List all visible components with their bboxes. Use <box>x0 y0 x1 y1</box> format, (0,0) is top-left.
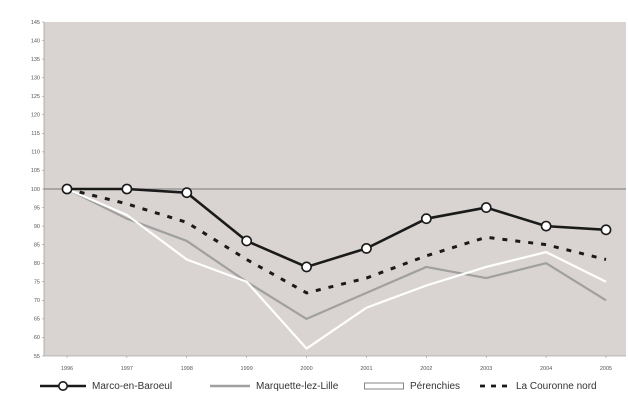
y-tick-label: 105 <box>31 168 40 174</box>
y-tick-label: 115 <box>31 131 40 137</box>
series-line-marquette-lez-lille <box>66 188 607 320</box>
y-tick-label: 135 <box>31 57 40 63</box>
legend-label-perenchies: Pérenchies <box>410 380 461 392</box>
legend: Marco-en-Baroeul Marquette-lez-Lille Pér… <box>0 376 628 396</box>
legend-item-marco-en-baroeul: Marco-en-Baroeul <box>40 376 172 396</box>
y-tick-label: 130 <box>31 75 40 81</box>
y-tick-label: 70 <box>34 298 40 304</box>
data-point-marco-en-baroeul <box>420 213 432 225</box>
x-tick-label: 2003 <box>480 366 492 372</box>
x-tick-label: 1997 <box>121 366 133 372</box>
y-tick-label: 90 <box>34 224 40 230</box>
y-tick-label: 140 <box>31 38 40 44</box>
legend-label-la-couronne-nord: La Couronne nord <box>516 380 597 392</box>
x-tick-label: 2004 <box>540 366 552 372</box>
x-tick-label: 2000 <box>300 366 312 372</box>
series-line-la-couronne-nord <box>66 187 607 295</box>
series-line-perenchies <box>66 187 607 350</box>
legend-swatch-marco-en-baroeul <box>40 381 86 391</box>
y-tick-label: 95 <box>34 205 40 211</box>
y-tick-label: 120 <box>31 113 40 119</box>
y-tick-label: 85 <box>34 242 40 248</box>
y-tick-label: 125 <box>31 94 40 100</box>
x-tick-label: 2005 <box>600 366 612 372</box>
y-tick-label: 100 <box>31 187 40 193</box>
x-tick-label: 2002 <box>420 366 432 372</box>
y-axis: 55 60 65 70 75 80 85 90 95 100 105 110 115 120 125 130 1… <box>31 20 45 360</box>
series-layer <box>61 183 612 350</box>
x-axis: 1996 1997 1998 1999 2000 2001 2002 2003 2004 2005 <box>44 355 626 372</box>
data-point-marco-en-baroeul <box>61 183 73 195</box>
legend-label-marco-en-baroeul: Marco-en-Baroeul <box>92 380 173 392</box>
data-point-marco-en-baroeul <box>480 202 492 213</box>
legend-swatch-marquette-lez-lille <box>210 384 250 388</box>
x-tick-label: 2001 <box>360 366 372 372</box>
data-point-marco-en-baroeul <box>301 261 312 273</box>
y-tick-label: 145 <box>31 20 40 26</box>
x-tick-label: 1999 <box>241 366 253 372</box>
data-point-marco-en-baroeul <box>540 220 552 232</box>
y-tick-label: 110 <box>31 150 40 156</box>
y-tick-label: 80 <box>34 261 40 267</box>
data-point-marco-en-baroeul <box>600 224 612 236</box>
legend-swatch-la-couronne-nord <box>480 384 510 388</box>
data-point-marco-en-baroeul <box>121 183 133 195</box>
legend-label-marquette-lez-lille: Marquette-lez-Lille <box>256 380 339 392</box>
legend-item-marquette-lez-lille: Marquette-lez-Lille <box>210 376 338 396</box>
legend-item-perenchies: Pérenchies <box>364 376 460 396</box>
data-point-marco-en-baroeul <box>241 235 253 247</box>
x-tick-label: 1998 <box>181 366 193 372</box>
y-tick-label: 65 <box>34 317 40 323</box>
line-chart: 55 60 65 70 75 80 85 90 95 100 105 110 115 120 125 130 1… <box>31 20 626 372</box>
legend-item-la-couronne-nord: La Couronne nord <box>480 376 597 396</box>
y-tick-label: 75 <box>34 280 40 286</box>
series-line-marco-en-baroeul <box>67 187 607 269</box>
data-point-marco-en-baroeul <box>361 242 372 254</box>
y-tick-label: 55 <box>34 354 40 360</box>
x-tick-label: 1996 <box>61 366 73 372</box>
data-point-marco-en-baroeul <box>181 187 193 199</box>
y-tick-label: 60 <box>34 335 40 341</box>
legend-swatch-perenchies <box>364 382 404 390</box>
